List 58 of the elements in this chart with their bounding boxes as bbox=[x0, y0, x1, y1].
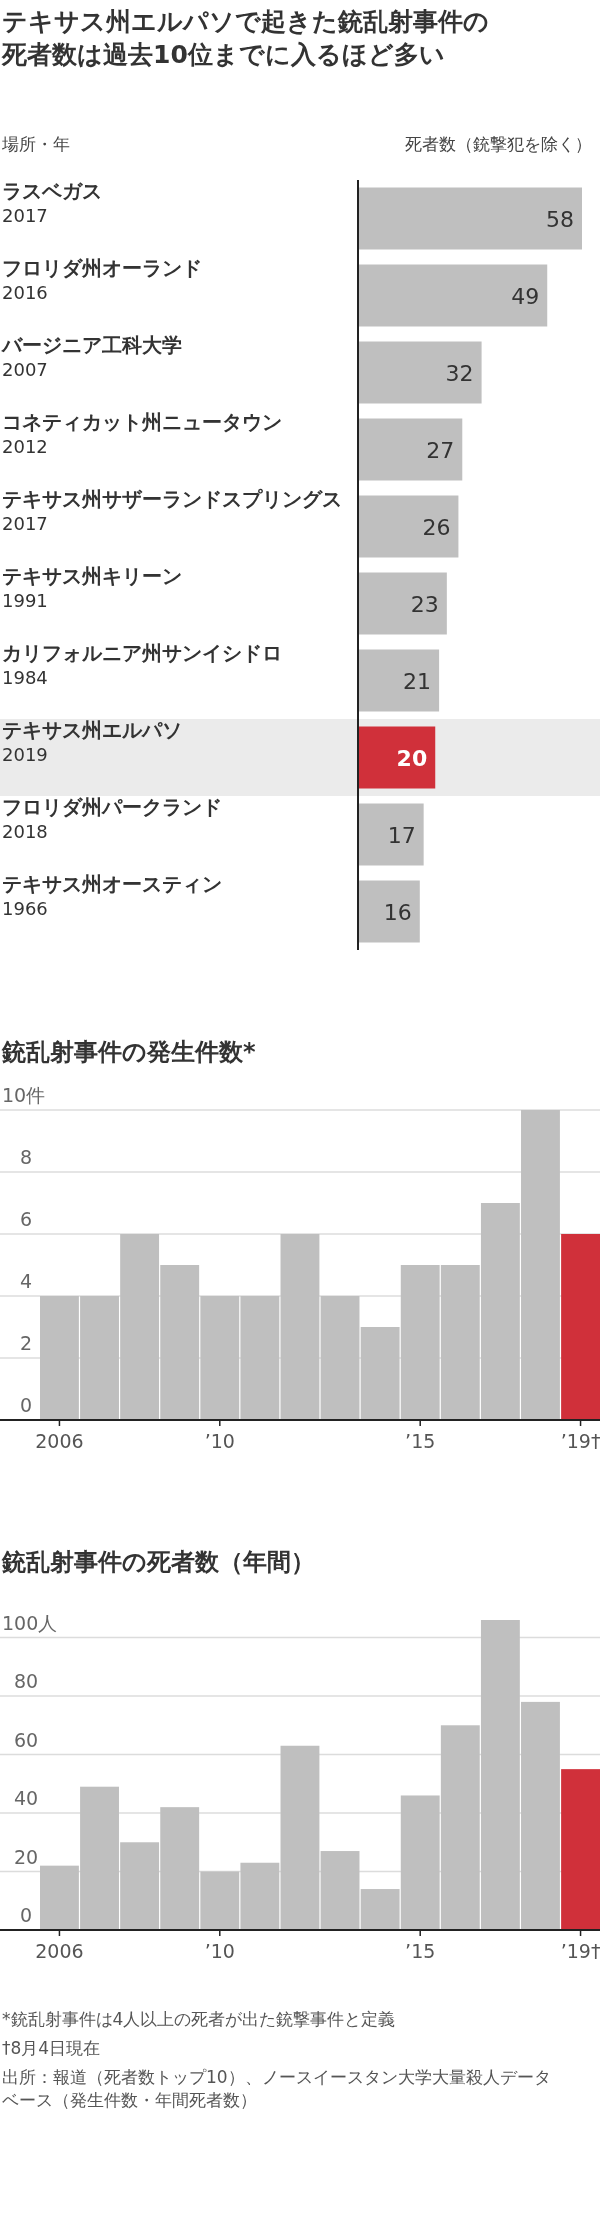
data-label: 26 bbox=[422, 514, 451, 540]
y-tick-label: 0 bbox=[19, 1394, 33, 1416]
bar bbox=[358, 187, 582, 250]
data-label: 16 bbox=[383, 899, 412, 925]
y-tick-label: 8 bbox=[19, 1146, 33, 1168]
y-tick-label: 20 bbox=[13, 1845, 39, 1868]
data-label: 21 bbox=[403, 668, 432, 694]
y-tick-label: 2 bbox=[19, 1332, 33, 1354]
bar bbox=[358, 341, 482, 404]
chart-title: 銃乱射事件の死者数（年間） bbox=[1, 1548, 315, 1576]
data-label: 49 bbox=[511, 283, 540, 309]
y-tick-label: 0 bbox=[19, 1904, 33, 1926]
y-tick-label: 60 bbox=[13, 1728, 39, 1751]
text: †8月4日現在 bbox=[2, 2038, 101, 2058]
y-tick-label: テキサス州エルパソ 2019 bbox=[2, 718, 182, 765]
y-tick-label: ラスベガス 2017 bbox=[2, 179, 102, 226]
x-tick-label: ’15 bbox=[405, 1940, 436, 1962]
bar bbox=[358, 264, 548, 327]
data-label: 58 bbox=[546, 206, 574, 232]
text: 出所：報道（死者数トップ10）、ノースイースタン大学大量殺人データベース（発生件数・年間死者数） bbox=[2, 2067, 551, 2110]
bar bbox=[358, 803, 424, 866]
x-tick-label: 2006 bbox=[35, 1430, 84, 1452]
x-tick-label: ’19† bbox=[560, 1430, 600, 1452]
data-label: 17 bbox=[387, 822, 416, 848]
y-tick-label: 80 bbox=[13, 1670, 39, 1693]
y-tick-label: テキサス州オースティン 1966 bbox=[2, 872, 222, 919]
x-tick-label: ’10 bbox=[204, 1940, 235, 1962]
x-tick-label: ’19† bbox=[560, 1940, 600, 1962]
data-label: 23 bbox=[410, 591, 439, 617]
y-tick-label: テキサス州サザーランドスプリングス 2017 bbox=[2, 487, 342, 534]
y-tick-label: フロリダ州オーランド 2016 bbox=[2, 256, 202, 303]
chart-title: 銃乱射事件の発生件数* bbox=[1, 1038, 256, 1066]
x-axis-title: 死者数（銃撃犯を除く） bbox=[405, 134, 592, 154]
y-tick-label: テキサス州キリーン 1991 bbox=[2, 564, 182, 611]
bar bbox=[358, 880, 420, 943]
y-tick-label: カリフォルニア州サンイシドロ 1984 bbox=[2, 641, 282, 688]
y-tick-label: 100人 bbox=[2, 1611, 58, 1634]
bar bbox=[358, 418, 463, 481]
bar bbox=[358, 495, 459, 558]
data-label: 27 bbox=[426, 437, 455, 463]
data-label: 32 bbox=[445, 360, 474, 386]
y-tick-label: 40 bbox=[13, 1787, 39, 1810]
text: *銃乱射事件は4人以上の死者が出た銃撃事件と定義 bbox=[2, 2009, 396, 2029]
x-tick-label: ’10 bbox=[204, 1430, 235, 1452]
x-tick-label: ’15 bbox=[405, 1430, 436, 1452]
y-tick-label: 4 bbox=[19, 1270, 33, 1292]
y-tick-label: 6 bbox=[19, 1208, 33, 1230]
y-tick-label: コネティカット州ニュータウン 2012 bbox=[2, 410, 282, 457]
y-tick-label: フロリダ州パークランド 2018 bbox=[2, 795, 222, 842]
chart-title: テキサス州エルパソで起きた銃乱射事件の死者数は過去10位までに入るほど多い bbox=[1, 7, 489, 69]
bar bbox=[358, 572, 447, 635]
bar bbox=[358, 726, 436, 789]
y-tick-label: バージニア工科大学 2007 bbox=[1, 333, 182, 380]
bar bbox=[358, 649, 440, 712]
x-tick-label: 2006 bbox=[35, 1940, 84, 1962]
y-tick-label: 10件 bbox=[2, 1084, 46, 1106]
y-axis-title: 場所・年 bbox=[1, 134, 70, 154]
data-label: 20 bbox=[396, 745, 428, 771]
